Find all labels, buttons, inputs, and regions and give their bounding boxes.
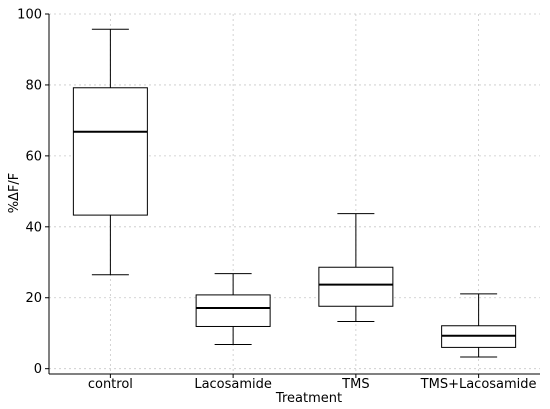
box-4 xyxy=(441,293,517,358)
box-2 xyxy=(195,273,271,346)
y-tick-label: 100 xyxy=(17,8,42,23)
x-tick-label: TMS+Lacosamide xyxy=(420,377,537,392)
iqr-box xyxy=(195,294,271,327)
x-tick-label: Lacosamide xyxy=(194,377,272,392)
x-axis-ticks: control Lacosamide TMS TMS+Lacosamide xyxy=(88,374,537,392)
iqr-box xyxy=(72,87,148,216)
iqr-box xyxy=(318,266,394,307)
y-tick-label: 40 xyxy=(25,220,42,235)
y-tick-label: 0 xyxy=(34,362,42,377)
y-axis-label: %ΔF/F xyxy=(7,173,22,214)
x-tick-label: control xyxy=(88,377,133,392)
y-tick-label: 20 xyxy=(25,291,42,306)
y-axis-ticks: 0 20 40 60 80 100 xyxy=(17,8,49,377)
box-3 xyxy=(318,213,394,323)
y-tick-label: 80 xyxy=(25,78,42,93)
box-1 xyxy=(72,28,148,276)
x-tick-label: TMS xyxy=(341,377,369,392)
x-axis-label: Treatment xyxy=(275,391,342,406)
y-tick-label: 60 xyxy=(25,149,42,164)
axes xyxy=(48,14,540,375)
boxes xyxy=(72,28,517,358)
